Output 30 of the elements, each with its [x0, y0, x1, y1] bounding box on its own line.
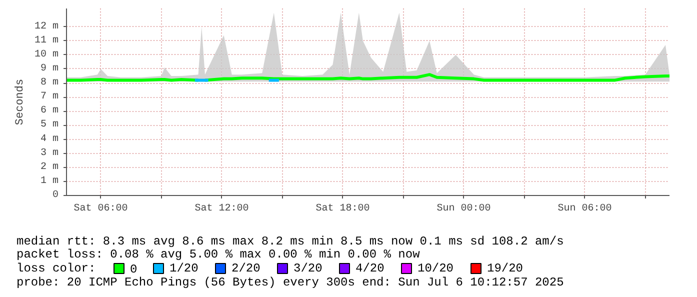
y-tick-label: 8 m [40, 78, 59, 89]
y-tick-label: 6 m [40, 106, 59, 117]
y-axis-title: Seconds [14, 78, 26, 126]
legend-label: 19/20 [487, 262, 524, 276]
x-tick-label: Sat 12:00 [194, 204, 249, 214]
y-tick-label: 7 m [40, 92, 59, 103]
legend-label: 3/20 [294, 262, 322, 276]
y-tick-label: 0 [52, 190, 59, 201]
text: median rtt: 8.3 ms avg 8.6 ms max 8.2 ms min 8.5 ms now 0.1 ms sd 108.2 am/s [16, 234, 564, 248]
legend-label: 4/20 [356, 262, 384, 276]
text: packet loss: 0.08 % avg 5.00 % max 0.00 % min 0.00 % now [16, 248, 421, 262]
y-tick-label: 3 m [40, 148, 59, 159]
y-tick-label: 11 m [34, 35, 59, 46]
y-tick-label: 4 m [40, 134, 59, 145]
legend-title: loss color: [16, 262, 96, 276]
x-tick-label: Sat 06:00 [74, 204, 128, 214]
legend-label: 0 [130, 262, 138, 276]
text: probe: 20 ICMP Echo Pings (56 Bytes) every 300s end: Sun Jul 6 10:12:57 2025 [16, 276, 564, 290]
y-tick-label: 12 m [34, 21, 59, 32]
legend-label: 10/20 [418, 262, 454, 276]
y-tick-label: 2 m [40, 162, 59, 173]
y-tick-label: 10 m [34, 49, 59, 60]
y-tick-label: 5 m [40, 120, 59, 131]
y-tick-label: 9 m [40, 63, 59, 74]
x-tick-label: Sun 06:00 [558, 204, 612, 214]
legend-label: 1/20 [170, 262, 198, 276]
y-tick-label: 1 m [40, 176, 59, 187]
x-tick-label: Sat 18:00 [316, 204, 370, 214]
legend-label: 2/20 [232, 262, 260, 276]
x-tick-label: Sun 00:00 [436, 204, 491, 214]
